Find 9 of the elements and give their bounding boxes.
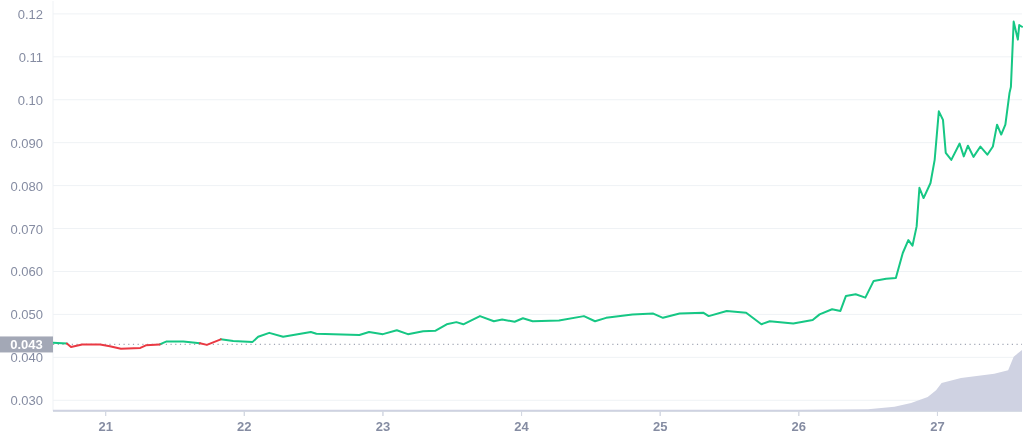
- y-tick-label: 0.12: [17, 6, 43, 22]
- x-tick-label: 23: [375, 418, 391, 434]
- x-tick-label: 25: [652, 418, 668, 434]
- x-tick-label: 21: [98, 418, 113, 434]
- x-tick-label: 22: [237, 418, 252, 434]
- x-tick-label: 24: [514, 418, 530, 434]
- x-tick-label: 27: [930, 418, 945, 434]
- x-tick-label: 26: [791, 418, 807, 434]
- y-tick-label: 0.11: [18, 49, 43, 65]
